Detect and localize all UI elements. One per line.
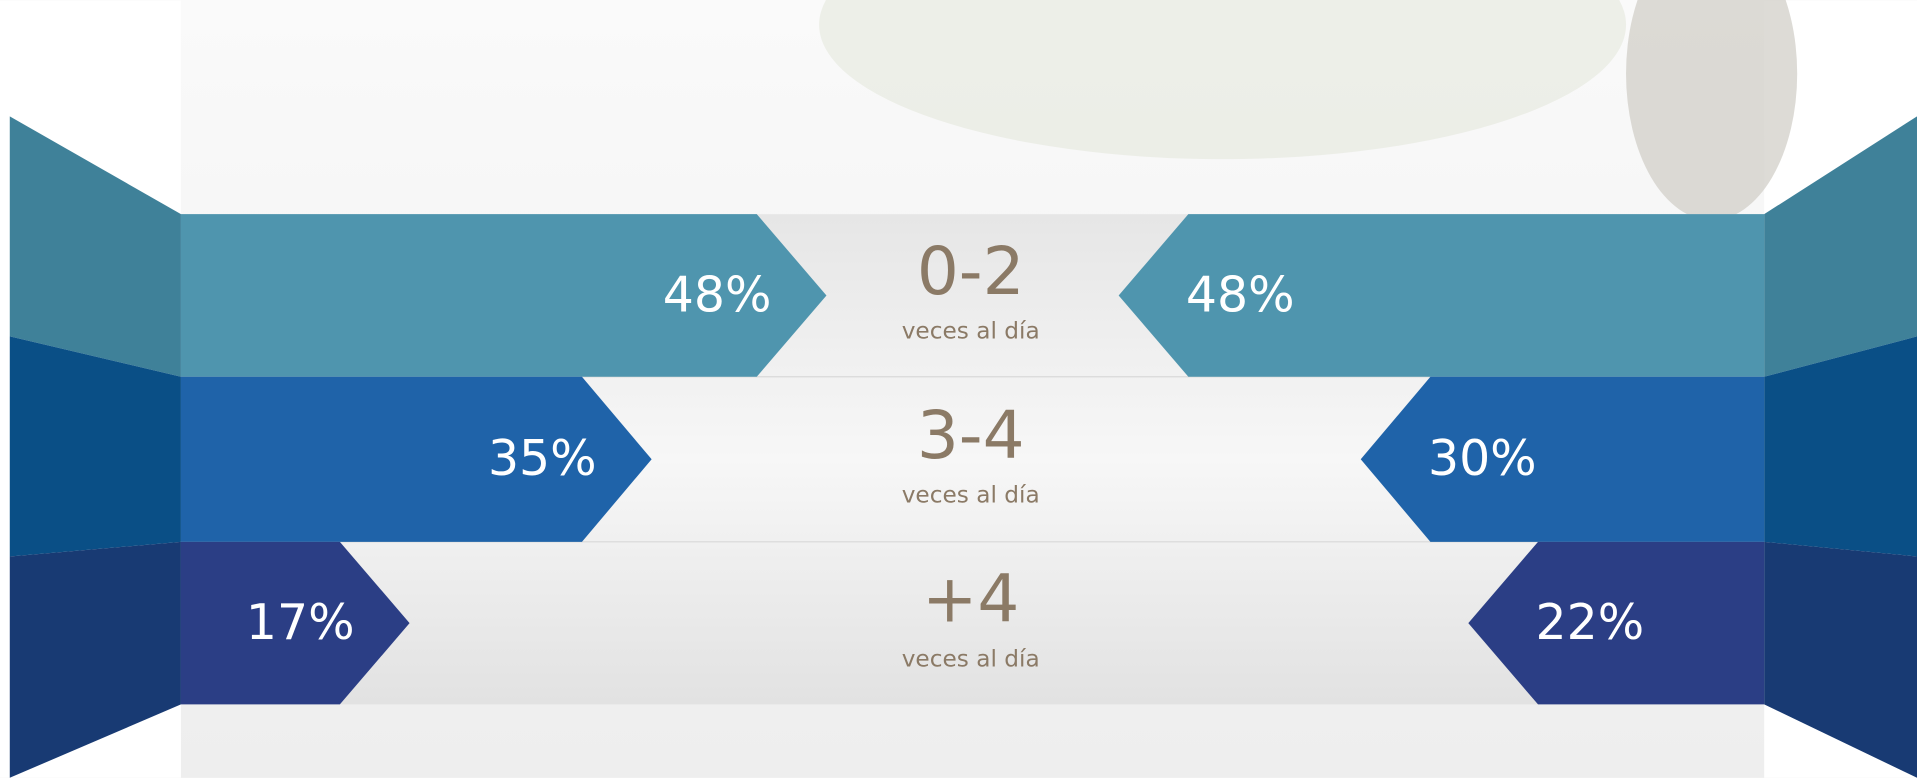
- bar: [1361, 377, 1764, 542]
- category-sublabel: veces al día: [902, 481, 1040, 508]
- category-label: 0-2: [917, 233, 1025, 310]
- value-label: 17%: [246, 594, 355, 651]
- value-label: 48%: [1186, 266, 1295, 323]
- category-sublabel: veces al día: [902, 318, 1040, 345]
- page: 0-2 veces al día 48% 48% 3-4 veces al día 35% 3…: [0, 0, 1917, 778]
- value-label: 35%: [488, 430, 597, 487]
- category-sublabel: veces al día: [902, 645, 1040, 672]
- value-label: 48%: [663, 266, 772, 323]
- value-label: 30%: [1428, 430, 1537, 487]
- category-label: +4: [922, 561, 1019, 638]
- value-label: 22%: [1536, 594, 1645, 651]
- category-label: 3-4: [917, 397, 1025, 474]
- chart: 0-2 veces al día 48% 48% 3-4 veces al día 35% 3…: [0, 0, 1917, 778]
